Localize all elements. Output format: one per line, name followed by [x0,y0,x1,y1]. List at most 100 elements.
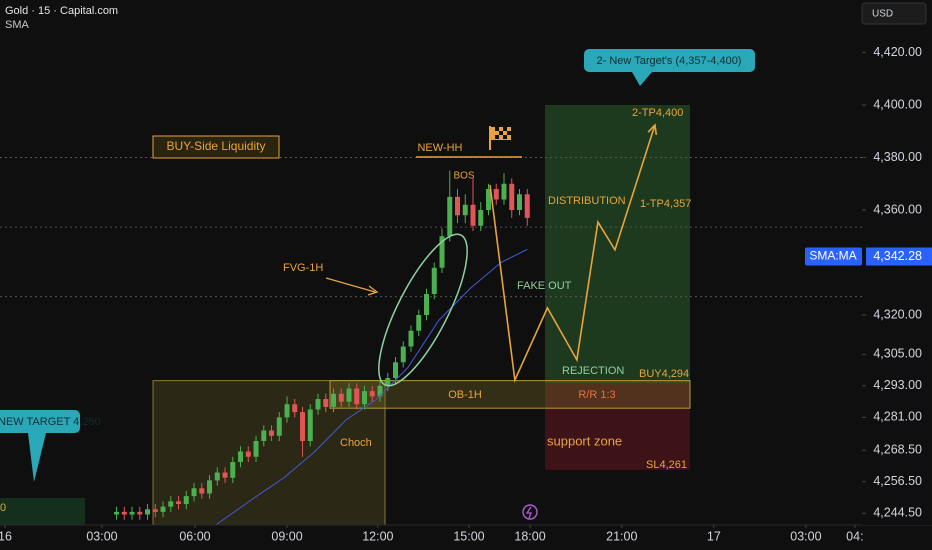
x-tick-label: 06:00 [179,529,210,543]
candle-body [424,294,430,315]
projection-arrowhead [647,123,658,135]
candle-body [168,501,174,507]
currency-button[interactable] [861,2,927,25]
distribution-label: DISTRIBUTION [548,195,626,207]
candle-body [121,511,127,515]
candle-body [478,210,484,226]
flag-icon [489,126,511,150]
candle-body [416,315,422,331]
last-price-tag: SMA:MA [809,249,856,263]
candle-body [323,399,329,407]
x-tick-label: 18:00 [514,529,545,543]
plot-area [0,105,862,526]
y-tick-label: 4,281.00 [873,410,922,424]
fvg-arrow [325,277,376,293]
liquidity-box [152,135,280,159]
range-box [152,380,386,526]
candle-body [362,391,368,405]
fvg-arrow-head [367,285,379,296]
indicator-label: SMA [5,19,30,31]
candle-body [152,509,158,512]
axes: 4,420.00 4,400.00 4,380.00 4,360.00 4,320.00… [0,26,932,543]
rejection-label: REJECTION [562,365,624,377]
candle-body [276,417,282,436]
projection-path [489,124,656,384]
candle-body [137,511,143,515]
old-target-pointer [28,433,46,482]
old-target-callout [0,410,80,433]
candle-body [253,441,259,457]
currency-label: USD [872,9,893,20]
x-tick-label: 09:00 [271,529,302,543]
y-tick-label: 4,268.50 [873,442,922,456]
target-callout-label: 2- New Target's (4,357-4,400) [597,55,742,67]
y-tick-label: 4,360.00 [873,202,922,216]
stop-box [545,383,690,470]
candle-body [516,194,522,210]
y-tick-label: 4,320.00 [873,307,922,321]
x-tick-label: 04: [846,529,863,543]
price-axis-bg [862,26,932,525]
candle-body [261,430,267,441]
candle-body [238,451,244,462]
candle-body [300,412,306,441]
candle-body [269,430,275,436]
y-tick-label: 4,420.00 [873,45,922,59]
tp1-label: 1-TP4,357 [640,198,691,210]
ob-label: OB-1H [448,389,482,401]
x-tick-label: 21:00 [606,529,637,543]
candle-body [485,189,491,210]
candle-body [377,385,383,397]
candle-body [509,183,515,210]
candle-body [408,330,414,347]
tp2-label: 2-TP4,400 [632,107,683,119]
y-tick-label: 4,244.50 [873,505,922,519]
old-zone [0,498,85,525]
support-label: support zone [547,433,622,448]
y-tick-label: 4,380.00 [873,150,922,164]
candle-body [447,196,453,237]
x-tick-label: 16 [0,529,12,543]
candle-body [524,194,530,218]
candle-body [284,404,290,418]
last-price-badge [866,247,932,266]
candle-body [176,501,182,504]
candle-body [145,509,151,515]
candle-body [455,196,461,216]
last-price-label: 4,342.28 [873,249,922,263]
y-tick-label: 4,400.00 [873,97,922,111]
target-callout [584,49,755,72]
x-tick-label: 03:00 [86,529,117,543]
candle-body [292,404,298,413]
candle-body [315,399,321,410]
fake-out-label: FAKE OUT [517,280,572,292]
sl-label: SL4,261 [646,459,687,471]
candle-body [245,451,251,457]
candle-body [346,388,352,402]
candle-body [331,393,337,407]
target-callout-pointer [632,72,652,86]
order-block [329,380,691,409]
y-tick-label: 4,256.50 [873,474,922,488]
fvg-label: FVG-1H [283,262,323,274]
candle-body [207,480,213,494]
candle-body [114,511,120,515]
candle-body [470,204,476,226]
x-tick-label: 12:00 [362,529,393,543]
candle-body [160,506,166,512]
candle-body [191,488,197,497]
candle-body [393,362,399,378]
event-icon [522,504,538,520]
x-tick-label: 15:00 [453,529,484,543]
candle-body [199,488,205,494]
y-tick-label: 4,305.00 [873,347,922,361]
liquidity-label: BUY-Side Liquidity [167,139,266,153]
y-tick-label: 4,293.00 [873,378,922,392]
bos-label: BOS [453,171,474,182]
candle-body [230,462,236,478]
choch-label: Choch [340,437,372,449]
new-hh-label: NEW-HH [417,142,462,154]
symbol-title: Gold · 15 · Capital.com [5,5,118,17]
